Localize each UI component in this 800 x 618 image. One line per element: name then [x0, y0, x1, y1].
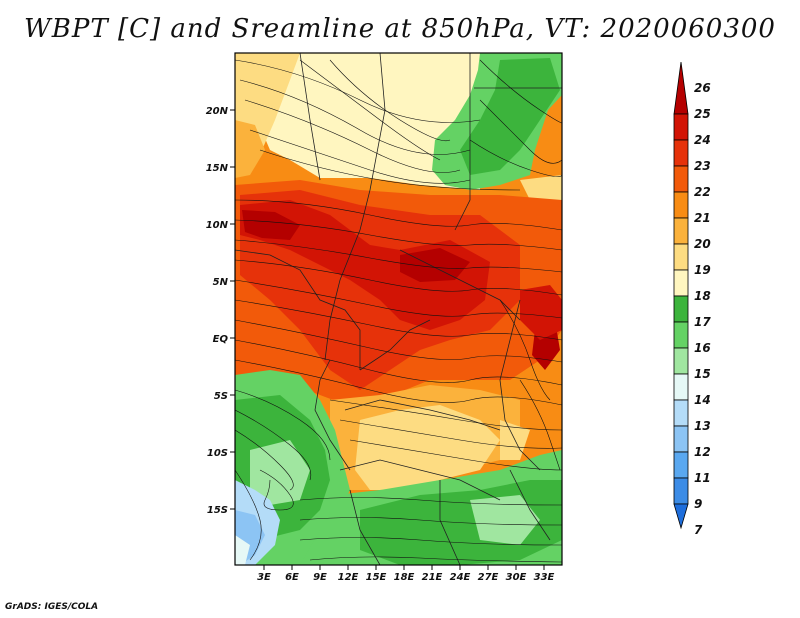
colorbar-segment: [673, 191, 689, 219]
colorbar-segment: [673, 321, 689, 349]
colorbar-label: 14: [694, 393, 711, 407]
colorbar-label: 17: [694, 315, 711, 329]
lat-tick-label: 20N: [206, 106, 229, 117]
map-title: WBPT [C] and Sreamline at 850hPa, VT: 20…: [24, 14, 776, 44]
colorbar-label: 23: [694, 159, 711, 173]
colorbar-segment: [673, 165, 689, 193]
colorbar-label: 25: [694, 107, 711, 121]
lat-tick-label: EQ: [213, 334, 229, 345]
colorbar-label: 12: [694, 445, 711, 459]
lon-tick-label: 27E: [478, 572, 499, 583]
colorbar-label: 13: [694, 419, 711, 433]
colorbar-label: 19: [694, 263, 711, 277]
lat-tick-label: 5N: [213, 277, 229, 288]
colorbar-segment: [673, 243, 689, 271]
colorbar: 26 25 24 23 22 21 20 19 18 17 16 15 14 1…: [673, 61, 711, 537]
colorbar-label: 20: [694, 237, 711, 251]
colorbar-segment: [673, 373, 689, 401]
lon-tick-label: 30E: [506, 572, 527, 583]
lon-tick-label: 3E: [257, 572, 271, 583]
colorbar-label: 24: [694, 133, 711, 147]
colorbar-segments: [673, 61, 689, 530]
colorbar-bottom-triangle: [673, 503, 689, 530]
lon-tick-label: 12E: [338, 572, 359, 583]
colorbar-segment: [673, 269, 689, 297]
colorbar-label: 9: [694, 497, 702, 511]
lon-tick-label: 15E: [366, 572, 387, 583]
latitude-axis: 20N 15N 10N 5N EQ 5S 10S 15S: [206, 106, 235, 516]
lon-tick-label: 9E: [313, 572, 327, 583]
lat-tick-label: 15N: [206, 163, 229, 174]
colorbar-label: 16: [694, 341, 711, 355]
wbpt-field: [235, 53, 562, 565]
lon-tick-label: 18E: [394, 572, 415, 583]
lat-tick-label: 15S: [207, 505, 228, 516]
lat-tick-label: 10S: [207, 448, 228, 459]
colorbar-segment: [673, 477, 689, 505]
colorbar-label: 18: [694, 289, 711, 303]
lon-tick-label: 24E: [450, 572, 471, 583]
colorbar-segment: [673, 425, 689, 453]
longitude-axis: 3E 6E 9E 12E 15E 18E 21E 24E 27E 30E 33E: [257, 565, 555, 583]
colorbar-segment: [673, 347, 689, 375]
lat-tick-label: 5S: [214, 391, 228, 402]
colorbar-segment: [673, 217, 689, 245]
colorbar-label: 15: [694, 367, 711, 381]
colorbar-segment: [673, 399, 689, 427]
colorbar-label: 26: [694, 81, 711, 95]
colorbar-label: 22: [694, 185, 711, 199]
colorbar-label: 21: [694, 211, 711, 225]
map-frame: [234, 52, 563, 566]
colorbar-labels: 26 25 24 23 22 21 20 19 18 17 16 15 14 1…: [694, 81, 711, 537]
colorbar-top-triangle: [673, 61, 689, 115]
colorbar-segment: [673, 295, 689, 323]
colorbar-segment: [673, 451, 689, 479]
colorbar-segment: [673, 139, 689, 167]
grads-credit: GrADS: IGES/COLA: [5, 602, 99, 612]
lat-tick-label: 10N: [206, 220, 229, 231]
lon-tick-label: 6E: [285, 572, 299, 583]
colorbar-label: 7: [694, 523, 703, 537]
lon-tick-label: 33E: [534, 572, 555, 583]
country-borders: [235, 53, 562, 565]
lon-tick-label: 21E: [422, 572, 443, 583]
colorbar-segment: [673, 113, 689, 141]
colorbar-label: 11: [694, 471, 711, 485]
streamlines: [235, 59, 562, 563]
